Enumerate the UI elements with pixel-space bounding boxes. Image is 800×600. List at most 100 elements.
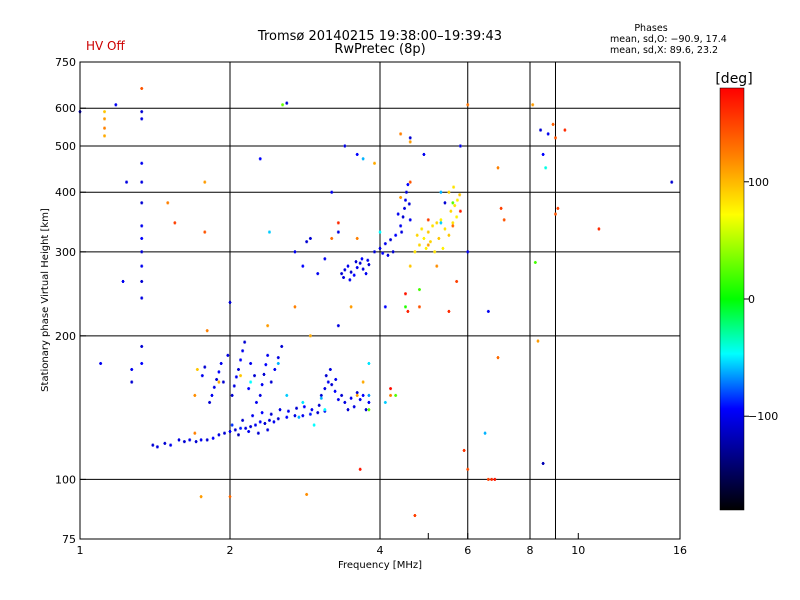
data-point-cross	[466, 468, 470, 470]
data-point-cross	[266, 354, 270, 356]
data-point-cross	[286, 410, 290, 412]
data-point-cross	[323, 409, 327, 411]
chart-title-line2: RwPretec (8p)	[334, 42, 425, 57]
data-point-cross	[453, 205, 457, 207]
data-point-cross	[203, 181, 207, 183]
data-point-cross	[266, 325, 270, 327]
data-point-cross	[420, 228, 424, 230]
data-point-cross	[355, 392, 359, 394]
data-point-cross	[340, 394, 344, 396]
data-point-cross	[533, 261, 537, 263]
data-point-cross	[378, 231, 382, 233]
data-point-cross	[408, 265, 412, 267]
data-point-cross	[413, 251, 417, 253]
data-point-cross	[378, 247, 382, 249]
data-point-cross	[346, 409, 350, 411]
x-axis-label: Frequency [MHz]	[338, 560, 422, 571]
data-point-cross	[373, 162, 377, 164]
data-point-cross	[349, 306, 353, 308]
data-point-cross	[278, 409, 282, 411]
data-point-cross	[417, 306, 421, 308]
x-tick-label: 2	[227, 544, 234, 557]
chart-title-line1: Tromsø 20140215 19:38:00–19:39:43	[257, 29, 502, 44]
data-point-cross	[531, 104, 535, 106]
data-point-cross	[364, 273, 368, 275]
data-point-cross	[212, 386, 216, 388]
data-point-cross	[413, 515, 417, 517]
data-point-cross	[343, 401, 347, 403]
data-point-cross	[458, 210, 462, 212]
data-point-cross	[352, 406, 356, 408]
data-point-cross	[563, 129, 567, 131]
data-point-cross	[228, 431, 232, 433]
data-point-cross	[408, 137, 412, 139]
data-point-cross	[417, 244, 421, 246]
data-point-cross	[426, 244, 430, 246]
data-point-cross	[386, 254, 390, 256]
data-point-cross	[103, 127, 107, 129]
data-point-cross	[249, 381, 253, 383]
data-point-cross	[297, 416, 301, 418]
data-point-cross	[230, 424, 234, 426]
x-tick-label: 10	[571, 544, 585, 557]
data-point-cross	[249, 362, 253, 364]
grid	[80, 62, 680, 539]
data-point-cross	[349, 271, 353, 273]
data-point-cross	[490, 478, 494, 480]
data-point-cross	[155, 446, 159, 448]
data-point-cross	[305, 493, 309, 495]
data-point-cross	[403, 207, 407, 209]
data-point-cross	[670, 181, 674, 183]
data-point-cross	[383, 306, 387, 308]
colorbar-tick-label: 100	[748, 176, 769, 189]
data-point-cross	[228, 496, 232, 498]
y-tick-label: 600	[55, 102, 76, 115]
data-point-cross	[166, 202, 170, 204]
data-point-cross	[266, 429, 270, 431]
data-point-cross	[195, 368, 199, 370]
data-point-cross	[285, 102, 289, 104]
data-point-cross	[140, 225, 144, 227]
data-point-cross	[302, 406, 306, 408]
data-point-cross	[433, 251, 437, 253]
data-point-cross	[233, 429, 237, 431]
data-point-cross	[140, 345, 144, 347]
data-point-cross	[319, 397, 323, 399]
data-point-cross	[221, 381, 225, 383]
data-point-cross	[439, 219, 443, 221]
data-point-cross	[276, 362, 280, 364]
data-point-cross	[251, 415, 255, 417]
data-point-cross	[415, 234, 419, 236]
data-point-cross	[301, 415, 305, 417]
data-point-cross	[342, 277, 346, 279]
data-point-cross	[140, 251, 144, 253]
data-point-cross	[140, 280, 144, 282]
x-tick-label: 4	[377, 544, 384, 557]
data-point-cross	[443, 202, 447, 204]
data-point-cross	[205, 439, 209, 441]
data-point-cross	[424, 247, 428, 249]
data-point-cross	[403, 306, 407, 308]
data-point-cross	[447, 310, 451, 312]
data-point-cross	[597, 228, 601, 230]
colorbar-tick-label: 0	[748, 293, 755, 306]
data-point-cross	[203, 231, 207, 233]
data-point-cross	[121, 280, 125, 282]
data-point-cross	[389, 388, 393, 390]
data-point-cross	[194, 441, 198, 443]
data-point-cross	[383, 401, 387, 403]
data-point-cross	[232, 385, 236, 387]
data-point-cross	[199, 439, 203, 441]
data-point-cross	[483, 432, 487, 434]
data-point-cross	[556, 207, 560, 209]
data-point-cross	[310, 409, 314, 411]
data-point-cross	[273, 368, 277, 370]
data-point-cross	[301, 265, 305, 267]
data-point-cross	[211, 437, 215, 439]
data-point-cross	[486, 478, 490, 480]
data-point-cross	[455, 280, 459, 282]
data-point-cross	[280, 345, 284, 347]
data-point-cross	[217, 381, 221, 383]
data-point-cross	[316, 412, 320, 414]
data-point-cross	[462, 449, 466, 451]
